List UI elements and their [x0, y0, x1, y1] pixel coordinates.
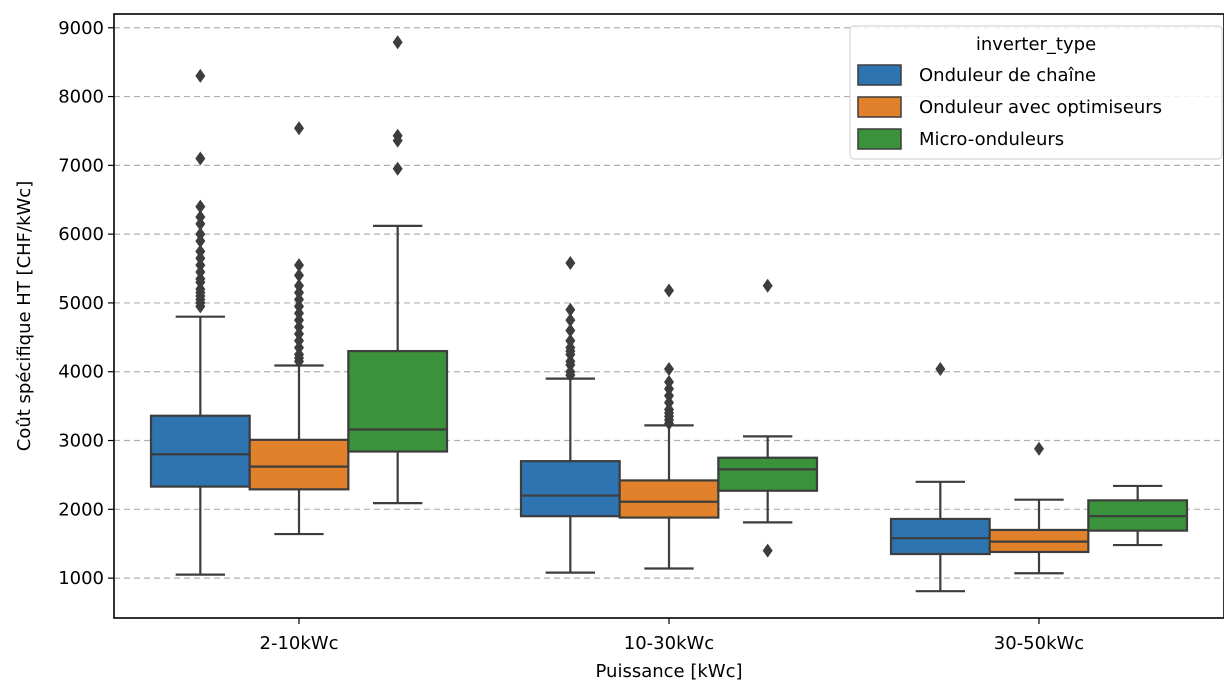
outlier-point: [195, 199, 206, 214]
outlier-point: [195, 68, 206, 83]
outlier-point: [664, 375, 674, 390]
outlier-point: [565, 333, 576, 348]
y-tick-label: 8000: [58, 87, 104, 108]
outlier-point: [294, 268, 304, 283]
outlier-point: [935, 361, 946, 376]
box: [717, 456, 819, 492]
x-axis-title: Puissance [kWc]: [596, 661, 743, 682]
box: [347, 349, 449, 453]
legend: inverter_type Onduleur de chaîneOnduleur…: [849, 25, 1223, 160]
box-group: [618, 283, 720, 570]
legend-frame: [849, 25, 1223, 160]
outlier-point: [195, 151, 206, 166]
y-tick-label: 5000: [58, 293, 104, 314]
box-group: [717, 278, 819, 558]
outlier-point: [195, 209, 206, 224]
box: [149, 414, 251, 488]
legend-title: inverter_type: [976, 34, 1096, 55]
legend-swatch: [857, 128, 902, 150]
outlier-point: [565, 313, 576, 328]
outlier-point: [195, 227, 206, 242]
y-tick-label: 6000: [58, 224, 104, 245]
x-axis-ticks: 2-10kWc 10-30kWc 30-50kWc: [260, 618, 1084, 654]
box-group: [347, 35, 449, 505]
outlier-point: [294, 258, 304, 273]
outlier-point: [565, 256, 576, 271]
legend-swatch: [857, 64, 902, 86]
outlier-point: [565, 323, 576, 338]
x-tick-label: 2-10kWc: [260, 633, 339, 654]
y-tick-label: 4000: [58, 362, 104, 383]
box-group: [519, 256, 621, 574]
box-group: [1087, 484, 1189, 547]
outlier-point: [664, 283, 674, 298]
legend-items: Onduleur de chaîne Onduleur avec optimise…: [857, 64, 1162, 150]
box-group: [988, 441, 1090, 575]
y-axis-title: Coût spécifique HT [CHF/kWc]: [14, 181, 35, 451]
box: [248, 438, 350, 491]
outlier-point: [294, 278, 304, 293]
legend-label: Onduleur avec optimiseurs: [919, 97, 1162, 118]
outlier-point: [392, 161, 403, 176]
box-group: [149, 68, 251, 576]
outlier-point: [1034, 441, 1044, 456]
x-tick-label: 30-50kWc: [994, 633, 1084, 654]
outlier-point: [392, 35, 403, 50]
y-tick-label: 1000: [58, 568, 104, 589]
box: [618, 479, 720, 519]
outlier-point: [294, 121, 304, 136]
y-axis-ticks: 1000 2000 3000 4000 5000 6000 7000 8000 9000: [58, 18, 114, 589]
box: [889, 517, 991, 556]
outlier-point: [762, 278, 773, 293]
y-tick-label: 9000: [58, 18, 104, 39]
y-tick-label: 2000: [58, 499, 104, 520]
box: [519, 460, 621, 518]
legend-swatch: [857, 96, 902, 118]
y-tick-label: 3000: [58, 431, 104, 452]
outlier-point: [392, 128, 403, 143]
box-plot-series: [149, 35, 1189, 593]
outlier-point: [762, 543, 773, 558]
box-group: [889, 361, 991, 593]
outlier-point: [664, 361, 674, 376]
outlier-point: [565, 302, 576, 317]
legend-label: Onduleur de chaîne: [919, 65, 1096, 86]
x-tick-label: 10-30kWc: [624, 633, 714, 654]
box-group: [248, 121, 350, 536]
legend-label: Micro-onduleurs: [919, 129, 1064, 150]
y-tick-label: 7000: [58, 155, 104, 176]
outlier-point: [195, 244, 206, 259]
